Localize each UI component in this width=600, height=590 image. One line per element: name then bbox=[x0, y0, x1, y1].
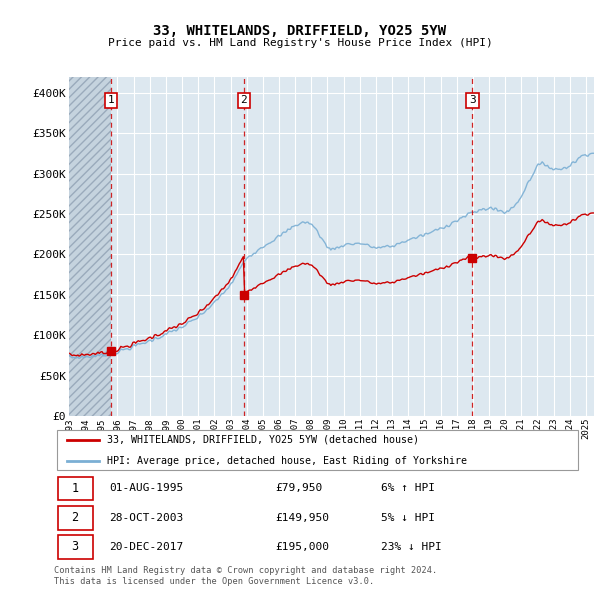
Text: 1: 1 bbox=[71, 482, 79, 495]
Text: 01-AUG-1995: 01-AUG-1995 bbox=[109, 483, 184, 493]
Text: 33, WHITELANDS, DRIFFIELD, YO25 5YW: 33, WHITELANDS, DRIFFIELD, YO25 5YW bbox=[154, 24, 446, 38]
Text: HPI: Average price, detached house, East Riding of Yorkshire: HPI: Average price, detached house, East… bbox=[107, 456, 467, 466]
FancyBboxPatch shape bbox=[58, 535, 92, 559]
Text: 2: 2 bbox=[71, 511, 79, 525]
Text: 3: 3 bbox=[71, 540, 79, 553]
Text: 2: 2 bbox=[241, 96, 247, 106]
Text: 20-DEC-2017: 20-DEC-2017 bbox=[109, 542, 184, 552]
Text: Contains HM Land Registry data © Crown copyright and database right 2024.
This d: Contains HM Land Registry data © Crown c… bbox=[54, 566, 437, 586]
Text: 28-OCT-2003: 28-OCT-2003 bbox=[109, 513, 184, 523]
Text: 23% ↓ HPI: 23% ↓ HPI bbox=[382, 542, 442, 552]
Text: £149,950: £149,950 bbox=[276, 513, 330, 523]
FancyBboxPatch shape bbox=[58, 506, 92, 530]
Bar bbox=[69, 77, 110, 416]
Text: 33, WHITELANDS, DRIFFIELD, YO25 5YW (detached house): 33, WHITELANDS, DRIFFIELD, YO25 5YW (det… bbox=[107, 435, 419, 445]
Text: Price paid vs. HM Land Registry's House Price Index (HPI): Price paid vs. HM Land Registry's House … bbox=[107, 38, 493, 48]
Text: 6% ↑ HPI: 6% ↑ HPI bbox=[382, 483, 436, 493]
FancyBboxPatch shape bbox=[56, 430, 578, 470]
Text: 1: 1 bbox=[107, 96, 114, 106]
Text: 3: 3 bbox=[469, 96, 476, 106]
Text: £79,950: £79,950 bbox=[276, 483, 323, 493]
Text: 5% ↓ HPI: 5% ↓ HPI bbox=[382, 513, 436, 523]
Text: £195,000: £195,000 bbox=[276, 542, 330, 552]
FancyBboxPatch shape bbox=[58, 477, 92, 500]
